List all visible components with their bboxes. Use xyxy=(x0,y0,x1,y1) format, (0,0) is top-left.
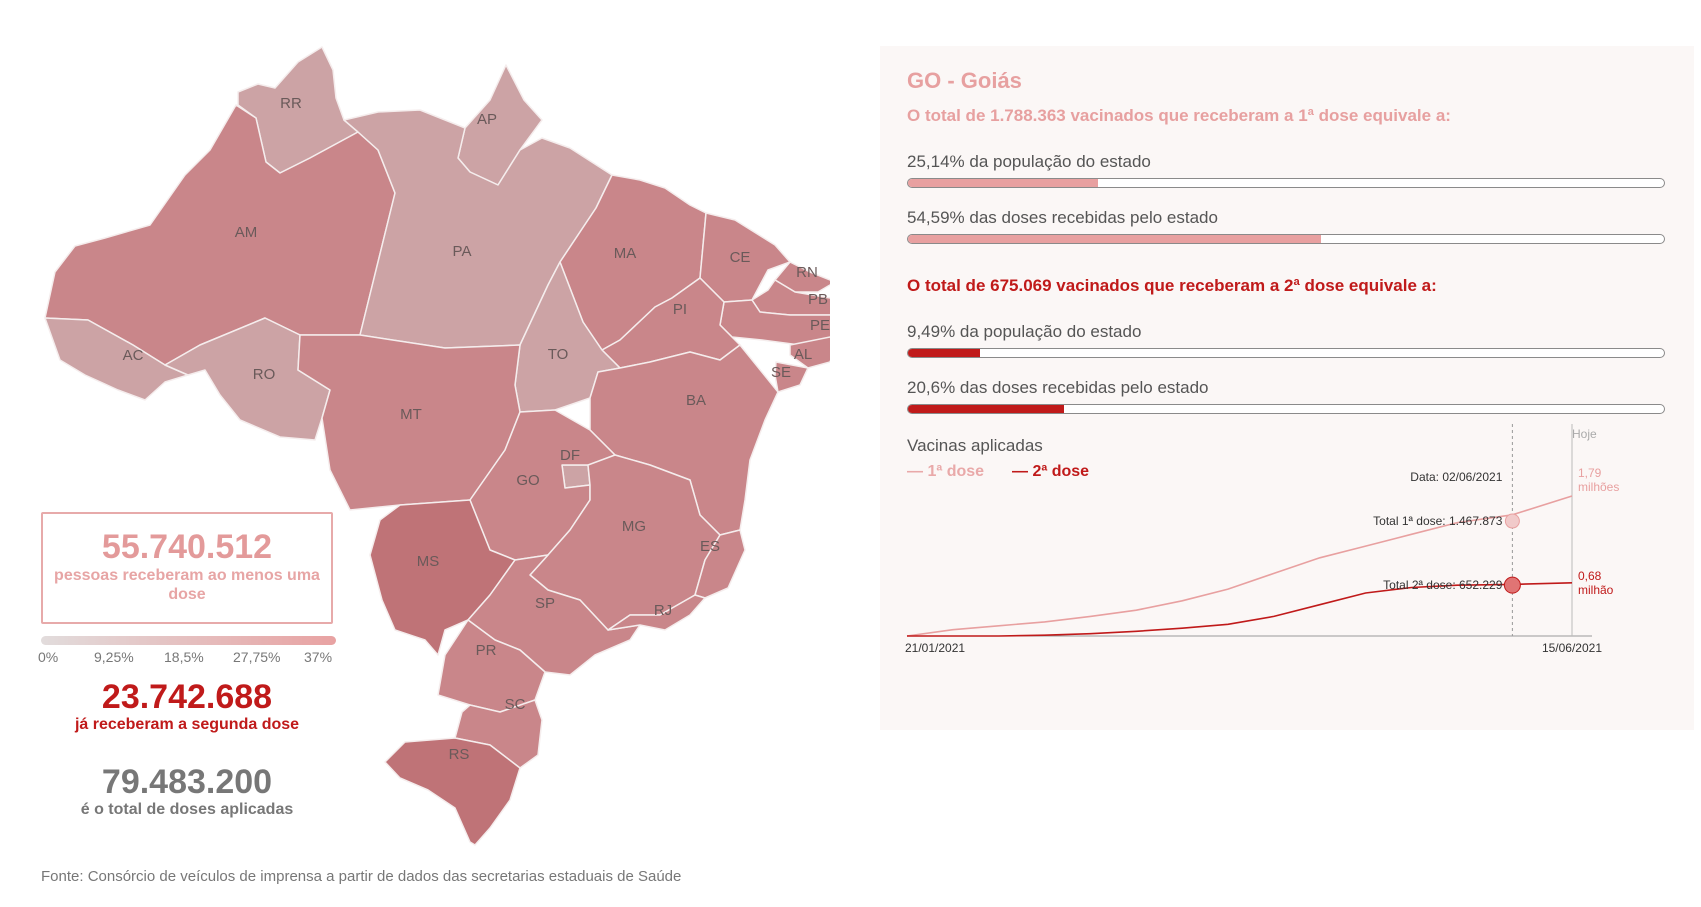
state-label-es: ES xyxy=(700,538,720,555)
doses-caption: é o total de doses aplicadas xyxy=(80,801,294,818)
dose1-doses-bar xyxy=(907,234,1665,244)
state-label-ce: CE xyxy=(730,249,751,266)
state-label-ap: AP xyxy=(477,111,497,128)
today-label: Hoje xyxy=(1572,427,1597,441)
state-rj[interactable] xyxy=(607,594,706,631)
chart-title: Vacinas aplicadas xyxy=(907,436,1043,455)
state-label-pa: PA xyxy=(453,243,472,260)
dose2-population-fill xyxy=(908,349,980,357)
dose1-population-label: 25,14% da população do estado xyxy=(907,152,1151,171)
brazil-map: RR AP AM PA MA CE RN PB PE AL SE PI AC R… xyxy=(44,46,830,846)
state-label-mg: MG xyxy=(622,518,646,535)
end-label-dose1-unit: milhões xyxy=(1578,480,1619,494)
legend-dose1: — 1ª dose xyxy=(907,463,985,480)
state-label-ro: RO xyxy=(253,366,276,383)
state-label-ac: AC xyxy=(123,347,144,364)
state-label-ba: BA xyxy=(686,392,706,409)
x-tick-end: 15/06/2021 xyxy=(1542,641,1602,655)
color-scale-bar xyxy=(41,636,336,645)
second-dose-caption: já receberam a segunda dose xyxy=(74,716,300,733)
legend-dose2: — 2ª dose xyxy=(1012,463,1090,480)
legend-tick: 18,5% xyxy=(164,649,204,665)
series-line-2 xyxy=(907,582,1573,637)
end-label-dose2-unit: milhão xyxy=(1578,583,1614,597)
legend-tick: 27,75% xyxy=(233,649,281,665)
dose2-population-label: 9,49% da população do estado xyxy=(907,322,1142,341)
dose2-population-bar xyxy=(907,348,1665,358)
dose1-doses-label: 54,59% das doses recebidas pelo estado xyxy=(907,208,1218,227)
tooltip-dot-dose2 xyxy=(1503,576,1521,594)
state-label-rn: RN xyxy=(796,264,818,281)
state-label-am: AM xyxy=(235,224,258,241)
first-dose-total: 55.740.512 xyxy=(101,528,273,566)
dose1-heading: O total de 1.788.363 vacinados que receb… xyxy=(907,106,1451,125)
state-label-to: TO xyxy=(548,346,569,363)
state-label-pr: PR xyxy=(476,642,497,659)
state-label-pe: PE xyxy=(810,317,830,334)
end-label-dose1-value: 1,79 xyxy=(1578,466,1602,480)
series-line-1 xyxy=(906,495,1573,637)
state-es[interactable] xyxy=(694,529,746,599)
end-label-dose2-value: 0,68 xyxy=(1578,569,1602,583)
doses-total: 79.483.200 xyxy=(101,763,273,801)
tooltip-date: Data: 02/06/2021 xyxy=(1410,470,1502,484)
tooltip-dose1: Total 1ª dose: 1.467.873 xyxy=(1373,514,1503,528)
total-doses-stat: 79.483.200 é o total de doses aplicadas xyxy=(41,763,333,819)
state-label-rr: RR xyxy=(280,95,302,112)
state-label-al: AL xyxy=(794,346,812,363)
legend-tick: 9,25% xyxy=(94,649,134,665)
second-dose-total: 23.742.688 xyxy=(101,678,273,716)
legend-tick: 0% xyxy=(38,649,59,665)
state-label-pi: PI xyxy=(673,301,687,318)
state-label-sc: SC xyxy=(505,696,526,713)
state-df[interactable] xyxy=(561,464,591,489)
state-label-df: DF xyxy=(560,447,580,464)
state-ac[interactable] xyxy=(44,317,189,401)
state-al[interactable] xyxy=(789,335,830,369)
first-dose-caption: pessoas receberam ao menos uma dose xyxy=(54,567,320,603)
state-title: GO - Goiás xyxy=(907,68,1022,93)
tooltip-dose2: Total 2ª dose: 652.229 xyxy=(1383,578,1503,592)
color-scale-ticks: 0% 9,25% 18,5% 27,75% 37% xyxy=(38,649,340,667)
state-label-ms: MS xyxy=(417,553,440,570)
dose2-doses-label: 20,6% das doses recebidas pelo estado xyxy=(907,378,1209,397)
state-label-pb: PB xyxy=(808,291,828,308)
state-label-ma: MA xyxy=(614,245,637,262)
vaccination-line-chart[interactable]: Hoje Data: 02/06/2021 Total 1ª dose: 1.467… xyxy=(880,46,1694,730)
state-label-sp: SP xyxy=(535,595,555,612)
dose2-doses-bar xyxy=(907,404,1665,414)
dose1-population-bar xyxy=(907,178,1665,188)
source-note: Fonte: Consórcio de veículos de imprensa… xyxy=(41,868,682,885)
dose1-population-fill xyxy=(908,179,1099,187)
second-dose-stat: 23.742.688 já receberam a segunda dose xyxy=(41,678,333,734)
x-tick-start: 21/01/2021 xyxy=(905,641,965,655)
state-detail-panel: GO - Goiás O total de 1.788.363 vacinado… xyxy=(880,46,1694,730)
state-to[interactable] xyxy=(514,261,621,413)
tooltip-dot-dose1 xyxy=(1504,513,1520,529)
state-sc[interactable] xyxy=(454,699,543,769)
state-label-rs: RS xyxy=(449,746,470,763)
state-label-mt: MT xyxy=(400,406,422,423)
dose2-doses-fill xyxy=(908,405,1064,413)
state-label-rj: RJ xyxy=(654,602,672,619)
state-ms[interactable] xyxy=(369,499,516,656)
state-label-go: GO xyxy=(516,472,539,489)
state-se[interactable] xyxy=(774,361,809,393)
state-label-se: SE xyxy=(771,364,791,381)
dose2-heading: O total de 675.069 vacinados que receber… xyxy=(907,276,1437,295)
first-dose-stat-box: 55.740.512 pessoas receberam ao menos um… xyxy=(41,512,333,624)
state-rs[interactable] xyxy=(384,737,521,846)
legend-tick: 37% xyxy=(304,649,333,665)
dose1-doses-fill xyxy=(908,235,1321,243)
